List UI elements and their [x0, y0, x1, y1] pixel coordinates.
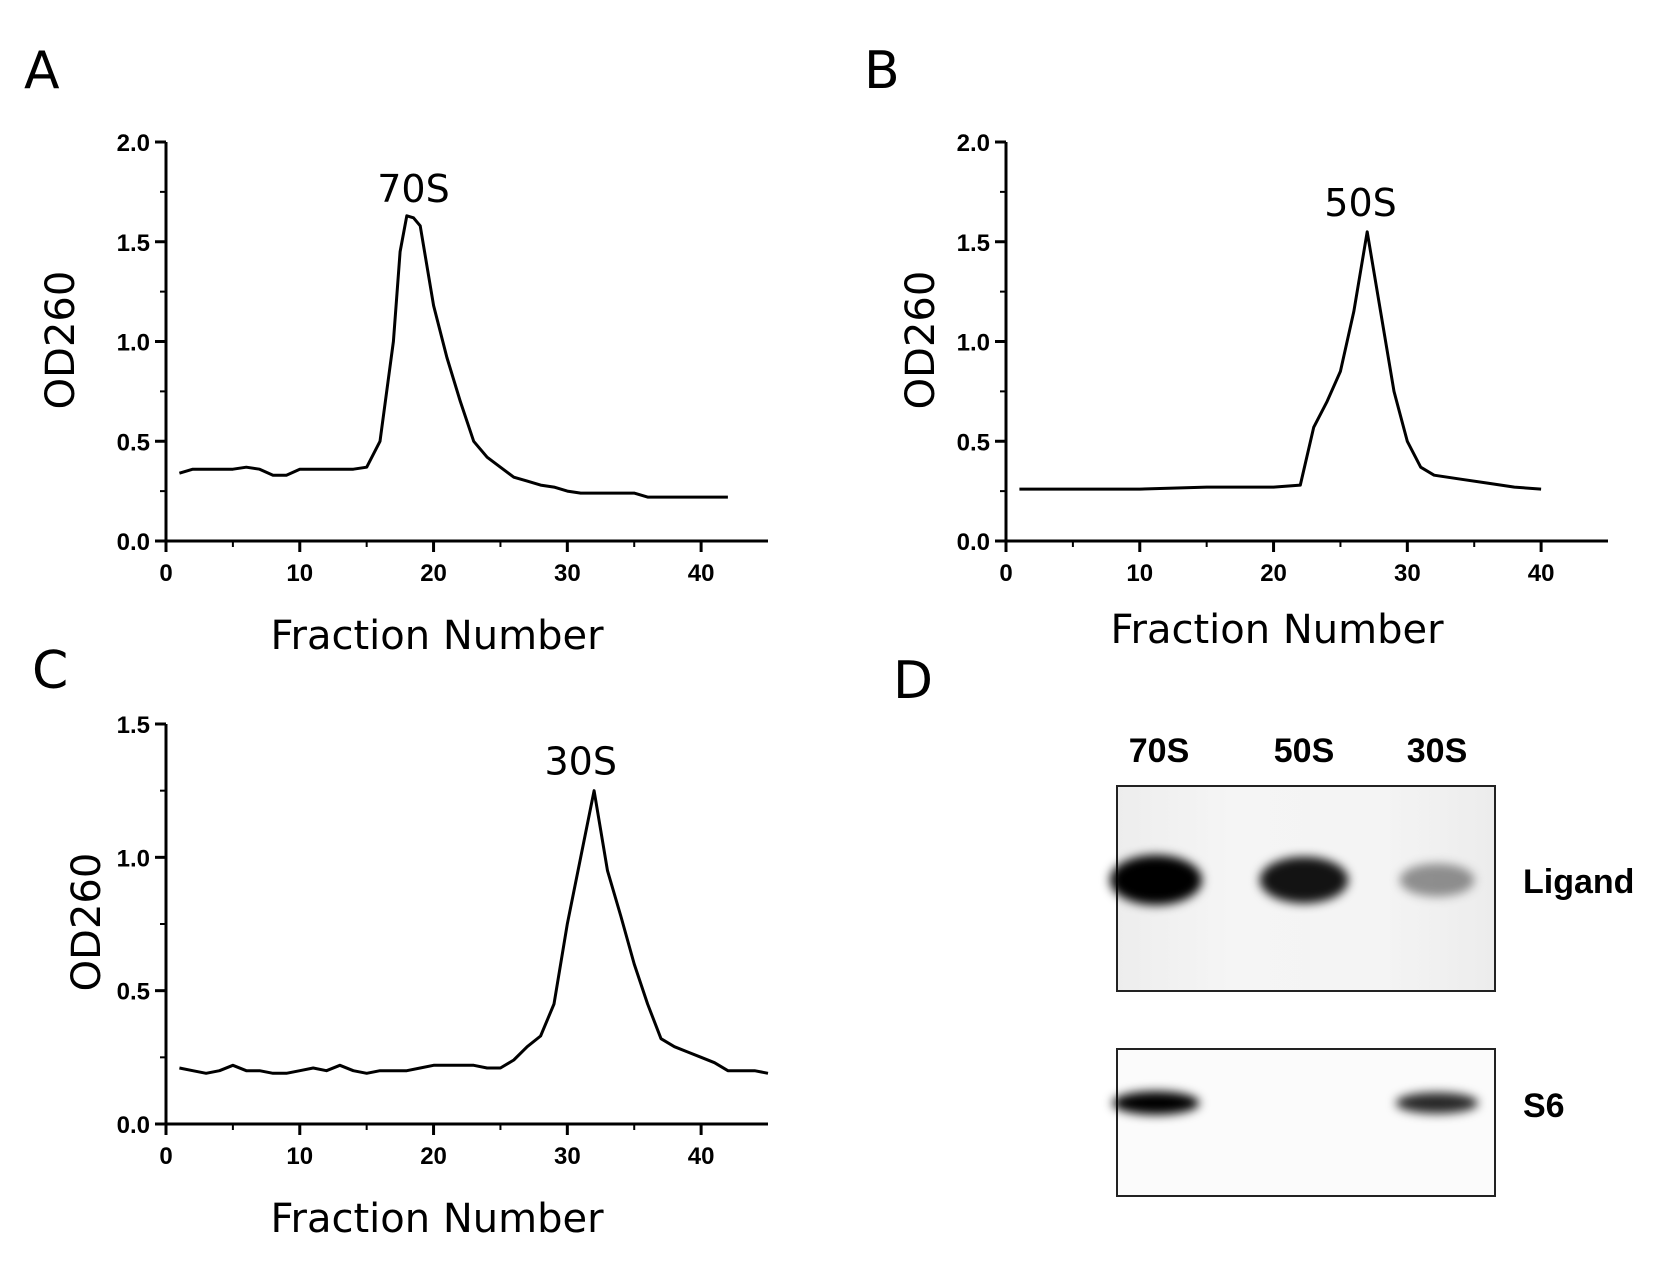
chart-panel-c: 0 10 20 30 40 0.0 0.5 1.0 1.5 Fraction Number OD26…	[64, 712, 769, 1242]
western-blot: 70S 50S 30S Ligand S6	[1110, 732, 1634, 1197]
y-tick-label: 1.5	[117, 230, 150, 257]
x-tick-label: 20	[420, 560, 447, 587]
x-tick-label: 30	[554, 1143, 581, 1170]
y-tick-label: 1.5	[117, 712, 150, 739]
blot-band	[1259, 856, 1349, 904]
x-tick-label: 30	[554, 560, 581, 587]
lane-label-70s: 70S	[1129, 732, 1190, 770]
x-axis-title: Fraction Number	[270, 613, 604, 659]
y-tick-label: 0.0	[957, 529, 990, 556]
x-tick-label: 0	[159, 560, 172, 587]
x-tick-label: 10	[286, 560, 313, 587]
chart-panel-b: 0 10 20 30 40 0.0 0.5 1.0 1.5 2.0 Fraction Number O…	[898, 130, 1608, 653]
x-tick-label: 10	[1126, 560, 1153, 587]
y-tick-label: 1.0	[117, 845, 150, 872]
y-tick-label: 2.0	[117, 130, 150, 157]
y-tick-label: 0.5	[957, 429, 990, 456]
y-tick-label: 0.5	[117, 429, 150, 456]
blot-band	[1399, 863, 1475, 897]
panel-letter-d: D	[893, 651, 933, 711]
panel-letter-b: B	[864, 41, 900, 101]
y-tick-label: 2.0	[957, 130, 990, 157]
series-line	[178, 214, 728, 499]
x-tick-label: 40	[1528, 560, 1555, 587]
blot-band	[1395, 1092, 1479, 1114]
panel-letter-a: A	[24, 41, 60, 101]
peak-annotation: 30S	[544, 740, 616, 784]
series-line	[1019, 230, 1542, 491]
y-tick-label: 0.0	[117, 529, 150, 556]
chart-panel-a: 0 10 20 30 40 0.0 0.5 1.0 1.5 2.0 Fraction Number O…	[38, 130, 768, 659]
y-tick-label: 0.5	[117, 979, 150, 1006]
peak-annotation: 50S	[1324, 181, 1396, 225]
blot-band	[1110, 855, 1202, 905]
y-axis-title: OD260	[38, 271, 84, 410]
y-tick-label: 0.0	[117, 1112, 150, 1139]
peak-annotation: 70S	[377, 167, 449, 211]
x-tick-label: 20	[1260, 560, 1287, 587]
x-tick-label: 30	[1394, 560, 1421, 587]
row-label-ligand: Ligand	[1523, 863, 1634, 901]
y-tick-label: 1.0	[957, 330, 990, 357]
x-tick-label: 0	[999, 560, 1012, 587]
row-label-s6: S6	[1523, 1087, 1565, 1125]
x-tick-label: 20	[420, 1143, 447, 1170]
x-axis-title: Fraction Number	[270, 1196, 604, 1242]
blot-bands	[1110, 855, 1479, 1115]
y-tick-label: 1.5	[957, 230, 990, 257]
panel-letter-c: C	[32, 641, 68, 701]
x-tick-label: 40	[688, 560, 715, 587]
x-tick-label: 40	[688, 1143, 715, 1170]
x-tick-label: 0	[159, 1143, 172, 1170]
lane-label-50s: 50S	[1274, 732, 1335, 770]
x-tick-label: 10	[286, 1143, 313, 1170]
y-axis-title: OD260	[64, 853, 110, 992]
x-axis-title: Fraction Number	[1110, 607, 1444, 653]
blot-band	[1112, 1091, 1200, 1115]
y-tick-label: 1.0	[117, 330, 150, 357]
y-axis-title: OD260	[898, 271, 944, 410]
blot-membrane-s6	[1116, 1048, 1496, 1197]
lane-label-30s: 30S	[1407, 732, 1468, 770]
series-line	[179, 789, 769, 1075]
